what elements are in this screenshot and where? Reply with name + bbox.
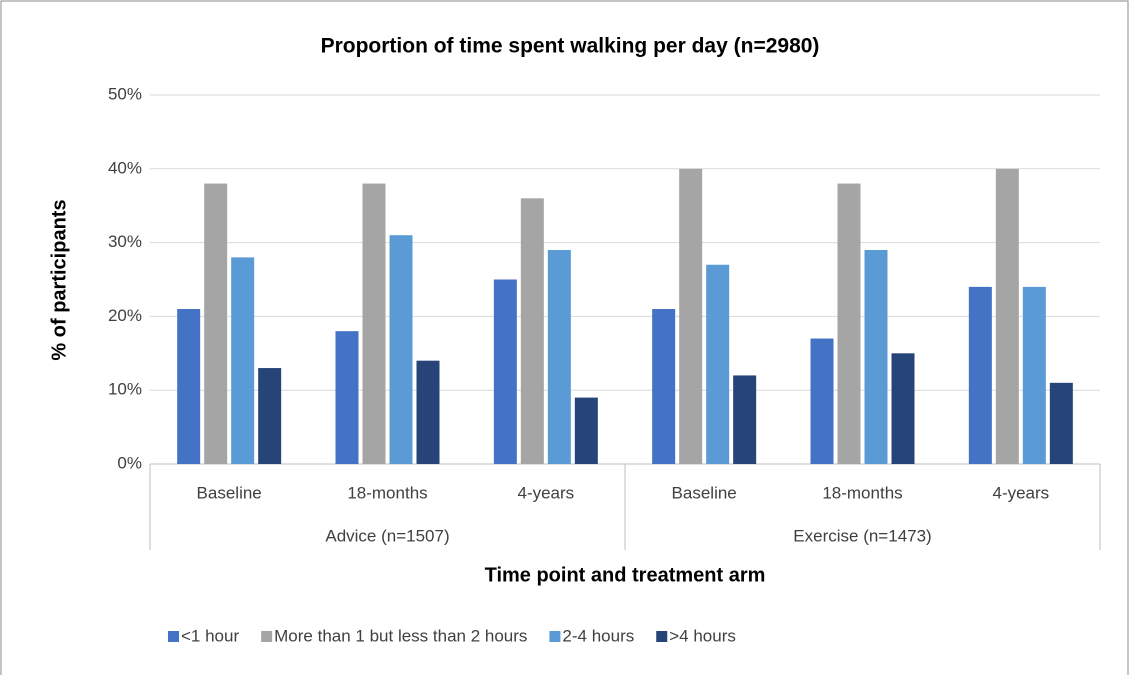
y-tick-label: 10% — [108, 380, 142, 399]
group-label: Advice (n=1507) — [325, 526, 449, 545]
y-tick-label: 50% — [108, 84, 142, 103]
y-tick-label: 30% — [108, 232, 142, 251]
legend-label: More than 1 but less than 2 hours — [274, 626, 527, 645]
legend-label: <1 hour — [181, 626, 239, 645]
y-tick-label: 0% — [117, 453, 142, 472]
legend-swatch — [549, 631, 561, 642]
bar — [995, 168, 1019, 465]
x-tick-label: Baseline — [672, 483, 737, 502]
bar — [864, 249, 888, 464]
x-tick-label: 4-years — [517, 483, 574, 502]
x-axis-title: Time point and treatment arm — [485, 564, 766, 586]
bar — [1049, 382, 1073, 464]
bar — [416, 360, 440, 464]
bar — [652, 309, 676, 464]
bar — [362, 183, 386, 464]
x-tick-label: Baseline — [197, 483, 262, 502]
y-axis-title: % of participants — [48, 199, 70, 360]
legend-label: >4 hours — [669, 626, 736, 645]
bar — [493, 279, 517, 464]
bar — [968, 286, 992, 464]
group-label: Exercise (n=1473) — [793, 526, 931, 545]
legend-swatch — [656, 631, 668, 642]
legend-swatch — [168, 631, 179, 642]
bar — [204, 183, 228, 464]
bar — [547, 249, 571, 464]
y-tick-label: 20% — [108, 306, 142, 325]
bar — [891, 353, 915, 464]
x-tick-label: 18-months — [347, 483, 427, 502]
bar — [231, 257, 255, 464]
bar — [810, 338, 834, 464]
bar — [1022, 286, 1046, 464]
bar — [574, 397, 598, 464]
chart-title: Proportion of time spent walking per day… — [321, 35, 820, 58]
bar — [837, 183, 861, 464]
x-tick-label: 4-years — [992, 483, 1049, 502]
bar — [258, 368, 282, 464]
legend-label: 2-4 hours — [562, 626, 634, 645]
y-tick-label: 40% — [108, 158, 142, 177]
legend-swatch — [261, 631, 273, 642]
bar — [733, 375, 757, 464]
bar — [706, 264, 730, 464]
bar — [389, 235, 413, 464]
bar — [520, 198, 544, 464]
bar — [335, 331, 359, 464]
bar — [177, 309, 201, 464]
bar — [679, 168, 703, 465]
x-tick-label: 18-months — [822, 483, 902, 502]
